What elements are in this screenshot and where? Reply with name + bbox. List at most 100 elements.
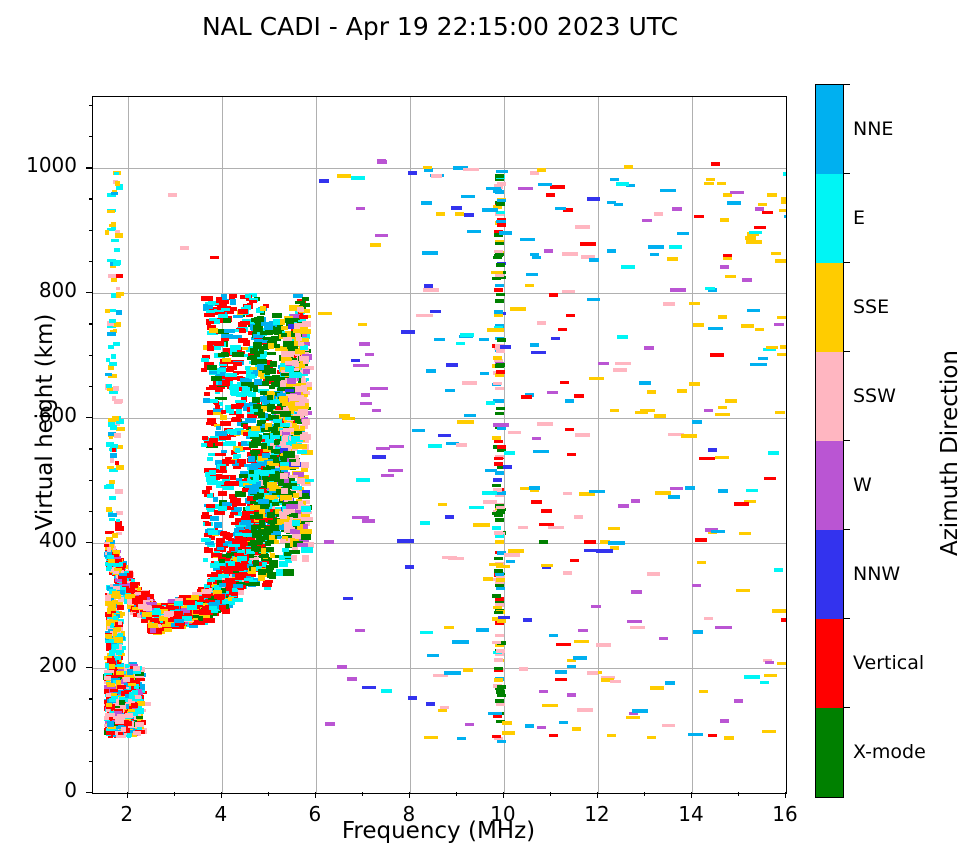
- echo-pixel: [257, 456, 268, 461]
- echo-pixel: [104, 484, 109, 489]
- echo-pixel: [236, 391, 246, 397]
- echo-pixel: [271, 501, 280, 506]
- echo-pixel: [208, 587, 215, 594]
- echo-pixel: [387, 468, 404, 473]
- echo-pixel: [273, 430, 284, 435]
- echo-pixel: [302, 493, 309, 499]
- echo-pixel: [265, 398, 273, 403]
- echo-pixel: [207, 578, 216, 583]
- echo-pixel: [724, 274, 736, 279]
- echo-pixel: [217, 328, 229, 335]
- echo-pixel: [286, 503, 298, 509]
- echo-pixel: [203, 398, 211, 403]
- echo-pixel: [138, 591, 149, 597]
- echo-pixel: [201, 606, 212, 612]
- echo-pixel: [114, 567, 122, 571]
- echo-pixel: [269, 432, 280, 439]
- echo-pixel: [202, 355, 210, 360]
- echo-pixel: [231, 562, 240, 566]
- echo-pixel: [112, 600, 118, 605]
- echo-pixel: [227, 596, 235, 602]
- echo-pixel: [266, 460, 275, 465]
- echo-pixel: [781, 618, 786, 622]
- echo-pixel: [243, 340, 250, 346]
- echo-pixel: [215, 452, 227, 457]
- echo-pixel: [230, 345, 242, 351]
- echo-pixel: [269, 560, 278, 566]
- echo-pixel: [715, 412, 730, 417]
- echo-pixel: [654, 212, 664, 216]
- echo-pixel: [206, 574, 213, 578]
- echo-pixel: [223, 571, 230, 577]
- echo-pixel: [244, 365, 251, 370]
- echo-pixel: [261, 548, 267, 554]
- echo-pixel: [300, 433, 311, 440]
- plot-area[interactable]: [92, 96, 787, 794]
- echo-pixel: [246, 314, 254, 318]
- echo-pixel: [244, 418, 257, 423]
- echo-pixel: [609, 546, 619, 550]
- echo-pixel: [775, 410, 785, 415]
- echo-pixel: [271, 336, 281, 341]
- echo-pixel: [135, 716, 144, 720]
- echo-pixel: [209, 562, 219, 569]
- echo-pixel: [106, 308, 116, 313]
- echo-pixel: [493, 255, 503, 260]
- echo-pixel: [246, 413, 258, 419]
- echo-pixel: [205, 486, 212, 490]
- echo-pixel: [745, 240, 763, 244]
- gridline-horizontal: [93, 668, 786, 669]
- gridline-vertical: [128, 97, 129, 793]
- echo-pixel: [548, 633, 558, 638]
- echo-pixel: [201, 368, 208, 372]
- echo-pixel: [499, 231, 513, 235]
- echo-pixel: [122, 573, 133, 578]
- echo-pixel: [264, 525, 273, 533]
- echo-pixel: [112, 342, 121, 346]
- echo-pixel: [319, 179, 329, 183]
- echo-pixel: [109, 664, 116, 669]
- echo-pixel: [235, 512, 245, 516]
- echo-pixel: [118, 699, 125, 706]
- echo-pixel: [536, 422, 554, 426]
- echo-pixel: [776, 315, 786, 320]
- echo-pixel: [380, 473, 395, 478]
- echo-pixel: [218, 500, 227, 504]
- echo-pixel: [245, 549, 256, 555]
- gridline-vertical: [316, 97, 317, 793]
- echo-pixel: [746, 308, 761, 313]
- echo-pixel: [245, 370, 258, 374]
- echo-pixel: [113, 593, 121, 599]
- echo-pixel: [106, 634, 112, 640]
- echo-pixel: [227, 480, 240, 486]
- echo-pixel: [265, 495, 274, 500]
- echo-pixel: [487, 328, 505, 332]
- echo-pixel: [424, 168, 433, 172]
- echo-pixel: [108, 513, 117, 517]
- echo-pixel: [457, 420, 474, 424]
- echo-pixel: [214, 308, 223, 312]
- echo-pixel: [106, 506, 112, 512]
- echo-pixel: [475, 628, 489, 632]
- echo-pixel: [258, 347, 265, 354]
- echo-pixel: [248, 581, 260, 586]
- echo-pixel: [258, 509, 265, 516]
- echo-pixel: [547, 525, 565, 530]
- echo-pixel: [252, 385, 259, 392]
- echo-pixel: [221, 307, 230, 312]
- echo-pixel: [494, 699, 504, 703]
- echo-pixel: [200, 613, 211, 619]
- echo-pixel: [762, 658, 772, 663]
- echo-pixel: [562, 491, 572, 496]
- echo-pixel: [459, 333, 475, 337]
- echo-pixel: [519, 237, 535, 242]
- echo-pixel: [181, 616, 193, 621]
- echo-pixel: [336, 665, 347, 669]
- echo-pixel: [494, 633, 504, 638]
- echo-pixel: [462, 668, 474, 672]
- echo-pixel: [105, 709, 110, 713]
- echo-pixel: [228, 410, 241, 415]
- echo-pixel: [245, 347, 252, 352]
- echo-pixel: [484, 468, 498, 473]
